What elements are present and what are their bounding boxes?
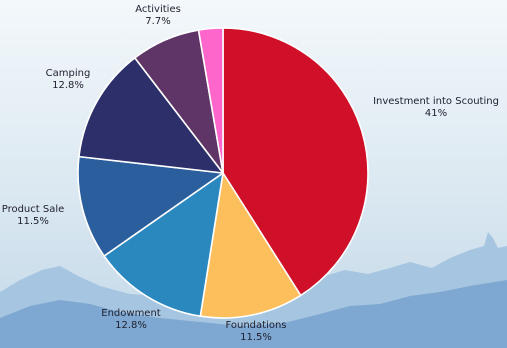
- slice-label-foundations: Foundations: [225, 320, 286, 331]
- pie-slices: [77, 27, 369, 319]
- slice-label-camping: Camping: [46, 68, 91, 79]
- mountain-silhouette-front: [0, 280, 507, 348]
- pie-slice-endowment: [103, 172, 224, 318]
- slice-label-activities: Activities: [135, 4, 181, 15]
- slice-label-product-sale: Product Sale: [2, 204, 65, 215]
- slice-value-product-sale: 11.5%: [17, 216, 49, 227]
- pie-labels: Investment into Scouting41%Foundations11…: [2, 4, 499, 343]
- pie-slice-foundations: [199, 172, 302, 319]
- slice-label-investment-into-scouting: Investment into Scouting: [373, 96, 499, 107]
- pie-slice-investment-into-scouting: [222, 27, 369, 297]
- slice-value-foundations: 11.5%: [240, 332, 272, 343]
- slice-label-endowment: Endowment: [101, 308, 161, 319]
- slice-value-camping: 12.8%: [52, 80, 84, 91]
- slice-value-endowment: 12.8%: [115, 320, 147, 331]
- slice-value-investment-into-scouting: 41%: [425, 108, 447, 119]
- slice-value-activities: 7.7%: [145, 16, 170, 27]
- pie-slice-product-sale: [77, 155, 224, 257]
- pie-slice-unlabeled: [197, 27, 224, 174]
- pie-slice-camping: [78, 57, 224, 174]
